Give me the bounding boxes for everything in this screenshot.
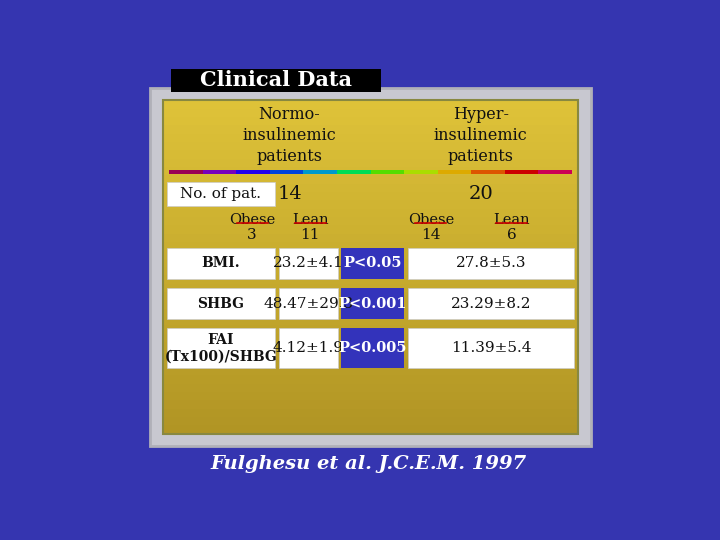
Bar <box>163 133 578 142</box>
Bar <box>163 350 578 359</box>
Bar <box>163 308 578 318</box>
Bar <box>279 328 338 368</box>
Bar <box>163 284 578 292</box>
Bar <box>163 375 578 384</box>
Bar <box>279 288 338 319</box>
Bar <box>163 334 578 342</box>
Text: 11.39±5.4: 11.39±5.4 <box>451 341 531 355</box>
Bar <box>408 248 575 279</box>
Bar <box>279 248 338 279</box>
Text: Lean: Lean <box>493 213 530 227</box>
Bar <box>163 417 578 426</box>
Bar <box>163 383 578 393</box>
Bar <box>163 317 578 326</box>
Bar <box>167 328 275 368</box>
Bar <box>171 69 381 92</box>
Bar <box>303 170 338 174</box>
Bar <box>408 328 575 368</box>
Text: P<0.001: P<0.001 <box>338 296 407 310</box>
Bar <box>163 400 578 409</box>
Bar <box>163 125 578 134</box>
Text: 20: 20 <box>468 185 493 203</box>
Bar <box>163 184 578 192</box>
Bar <box>404 170 438 174</box>
Bar <box>167 288 275 319</box>
Bar <box>163 267 578 275</box>
Text: 48.47±29.3: 48.47±29.3 <box>264 296 354 310</box>
Text: No. of pat.: No. of pat. <box>181 187 261 201</box>
Bar <box>163 292 578 301</box>
Bar <box>163 342 578 350</box>
Text: P<0.05: P<0.05 <box>343 256 402 271</box>
Bar <box>163 275 578 284</box>
Bar <box>163 300 578 309</box>
Bar <box>167 182 275 206</box>
Bar <box>163 109 578 117</box>
Bar <box>163 159 578 167</box>
Bar <box>163 325 578 334</box>
Bar <box>163 242 578 251</box>
Bar <box>163 192 578 201</box>
Text: Hyper-
insulinemic
patients: Hyper- insulinemic patients <box>433 106 528 165</box>
Bar <box>408 288 575 319</box>
Bar <box>438 170 472 174</box>
Bar <box>163 208 578 217</box>
Bar <box>371 170 405 174</box>
Text: Clinical Data: Clinical Data <box>200 70 352 90</box>
Text: Obese: Obese <box>408 213 454 227</box>
Bar <box>539 170 572 174</box>
Bar <box>167 248 275 279</box>
Bar <box>270 170 304 174</box>
Bar <box>163 167 578 176</box>
Bar <box>236 170 270 174</box>
Bar <box>163 367 578 376</box>
Bar <box>163 100 578 109</box>
Bar <box>163 142 578 151</box>
Bar <box>163 150 578 159</box>
Text: SHBG: SHBG <box>197 296 245 310</box>
Bar <box>505 170 539 174</box>
Text: 6: 6 <box>507 228 517 242</box>
Bar <box>163 250 578 259</box>
Bar <box>337 170 371 174</box>
Bar <box>163 100 578 434</box>
Text: Fulghesu et al. J.C.E.M. 1997: Fulghesu et al. J.C.E.M. 1997 <box>211 455 527 472</box>
Text: BMI.: BMI. <box>202 256 240 271</box>
Text: Normo-
insulinemic
patients: Normo- insulinemic patients <box>243 106 336 165</box>
Bar <box>163 259 578 267</box>
Bar <box>163 217 578 226</box>
Bar <box>341 328 405 368</box>
Text: P<0.005: P<0.005 <box>338 341 407 355</box>
Bar <box>163 234 578 242</box>
Bar <box>163 359 578 367</box>
Text: 27.8±5.3: 27.8±5.3 <box>456 256 526 271</box>
Bar <box>163 409 578 417</box>
Bar <box>163 176 578 184</box>
Bar <box>202 170 237 174</box>
Bar <box>163 225 578 234</box>
Bar <box>169 170 203 174</box>
Text: 14: 14 <box>277 185 302 203</box>
Text: Lean: Lean <box>292 213 328 227</box>
Text: 23.29±8.2: 23.29±8.2 <box>451 296 531 310</box>
Text: Obese: Obese <box>229 213 275 227</box>
Text: FAI
(Tx100)/SHBG: FAI (Tx100)/SHBG <box>165 333 277 364</box>
Bar <box>150 88 590 446</box>
Bar <box>341 288 405 319</box>
Bar <box>163 426 578 434</box>
Bar <box>163 117 578 126</box>
Bar <box>163 200 578 209</box>
Text: 4.12±1.9: 4.12±1.9 <box>273 341 344 355</box>
Text: 14: 14 <box>421 228 441 242</box>
Bar <box>163 392 578 401</box>
Bar <box>472 170 505 174</box>
Text: 3: 3 <box>248 228 257 242</box>
Text: 23.2±4.1: 23.2±4.1 <box>273 256 344 271</box>
Bar <box>341 248 405 279</box>
Text: 11: 11 <box>300 228 320 242</box>
